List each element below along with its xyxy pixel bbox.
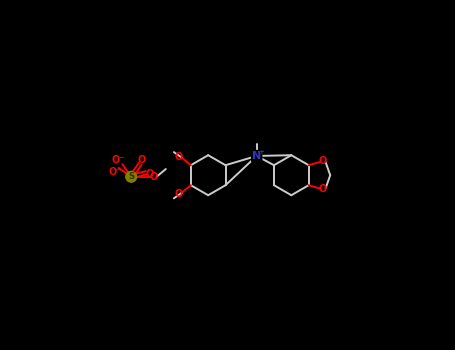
Text: O: O (174, 152, 182, 162)
Text: O: O (149, 172, 157, 182)
Text: O: O (318, 156, 327, 166)
Circle shape (126, 172, 136, 182)
Text: S: S (128, 172, 134, 181)
Text: O: O (318, 184, 327, 194)
Text: O⁻: O⁻ (112, 155, 125, 165)
Text: O: O (137, 155, 146, 165)
Text: N: N (252, 151, 261, 161)
Text: O⁻: O⁻ (108, 167, 121, 177)
Text: O: O (146, 169, 154, 179)
Text: O: O (174, 189, 182, 199)
Text: +: + (258, 149, 264, 155)
